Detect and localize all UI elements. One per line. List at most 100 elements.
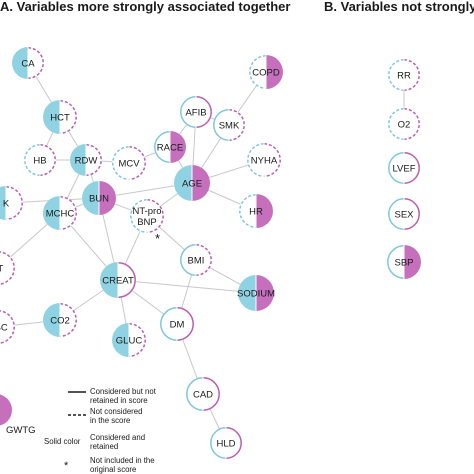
node-sodium-left-fill <box>238 275 256 311</box>
node-lvef-right-ring <box>403 152 420 184</box>
node-mcv-right-ring <box>128 146 146 180</box>
node-hld-label: HLD <box>216 439 235 450</box>
node-layer: CA HCT HB RDW MCV RACE AFIB SMK COPD NYHA AGE K MCHC… <box>0 47 421 459</box>
node-nyha: NYHA <box>247 143 281 177</box>
node-o2: O2 <box>388 108 420 140</box>
node-rr-left-ring <box>388 59 405 91</box>
node-hb: HB <box>24 144 56 176</box>
node-age-label: AGE <box>182 179 202 190</box>
node-bun-right-fill <box>99 181 116 215</box>
node-hr-label: HR <box>249 207 263 218</box>
node-rdw-label: RDW <box>75 156 98 167</box>
node-rdw-left-fill <box>70 144 86 176</box>
node-age-right-fill <box>192 165 210 201</box>
panel-b-title: B. Variables not strongly asso <box>324 0 474 14</box>
node-hr-left-ring <box>239 194 257 228</box>
node-wbc: VBC <box>0 310 15 344</box>
node-gluc-label: GLUC <box>116 336 143 347</box>
node-cad: CAD <box>186 377 220 411</box>
node-copd-left-ring <box>249 55 267 89</box>
node-hct-label: HCT <box>50 113 70 124</box>
node-lvef-left-ring <box>388 152 405 184</box>
node-plt: LT <box>0 251 15 285</box>
node-hct-right-ring <box>59 100 77 134</box>
node-mchc-right-ring <box>59 196 77 230</box>
node-race: RACE <box>154 131 186 163</box>
node-dm-label: DM <box>170 320 185 331</box>
node-mchc-left-fill <box>43 196 60 230</box>
legend-solid-line-label: Considered but not retained in score <box>90 387 157 405</box>
legend-asterisk: * <box>64 460 69 472</box>
node-bmi-label: BMI <box>188 256 205 267</box>
node-sodium: SODIUM <box>237 275 275 311</box>
node-sex: SEX <box>388 198 420 230</box>
node-co2-left-fill <box>43 303 60 337</box>
node-age-left-fill <box>174 165 192 201</box>
node-hb-right-ring <box>39 144 56 176</box>
node-sbp-right-fill <box>404 245 421 279</box>
node-dm: DM <box>160 307 194 341</box>
node-race-label: RACE <box>157 143 183 154</box>
node-co2: CO2 <box>43 303 77 337</box>
node-sbp: SBP <box>387 245 421 279</box>
node-ca-left-fill <box>12 47 28 79</box>
node-nyha-label: NYHA <box>251 156 278 167</box>
node-afib-right-ring <box>195 96 212 128</box>
node-co2-right-ring <box>59 303 77 337</box>
node-afib: AFIB <box>180 96 212 128</box>
node-sbp-label: SBP <box>394 258 413 269</box>
node-ntprobnp: NT-pro BNP <box>130 199 164 233</box>
node-bun-label: BUN <box>89 194 109 205</box>
node-rr-label: RR <box>397 71 411 82</box>
node-co2-label: CO2 <box>50 316 70 327</box>
node-bmi-right-ring <box>195 244 212 276</box>
node-dm-right-ring <box>176 307 194 341</box>
node-gwtg-label: GWTG <box>6 425 36 436</box>
node-hld-left-ring <box>210 427 227 459</box>
node-gwtg-right-fill <box>0 394 12 426</box>
node-creat-left-fill <box>100 262 118 298</box>
node-mcv-label: MCV <box>118 159 140 170</box>
node-smk-label: SMK <box>219 121 240 132</box>
node-ntprobnp-label: NT-pro BNP <box>132 206 161 228</box>
node-ntprobnp-left-ring <box>130 199 148 233</box>
node-mchc-label: MCHC <box>46 209 75 220</box>
node-afib-left-ring <box>180 96 197 128</box>
node-k-label: K <box>3 199 10 210</box>
node-bmi: BMI <box>180 244 212 276</box>
node-sbp-left-ring <box>387 245 405 279</box>
legend: Considered but not retained in score Not … <box>44 387 157 474</box>
node-o2-left-ring <box>388 108 405 140</box>
node-cad-right-ring <box>202 377 220 411</box>
node-rdw: RDW <box>70 144 102 176</box>
node-rdw-right-ring <box>85 144 102 176</box>
node-hr-right-fill <box>256 194 273 228</box>
node-hct-left-fill <box>43 100 60 134</box>
node-bun-left-fill <box>82 181 99 215</box>
node-gwtg: GWTG <box>0 394 36 436</box>
legend-asterisk-label: Not included in the original score <box>90 456 155 474</box>
node-bmi-left-ring <box>180 244 197 276</box>
node-hld: HLD <box>210 427 242 459</box>
node-sodium-right-fill <box>256 275 274 311</box>
node-k-right-ring <box>5 186 23 220</box>
node-bun: BUN <box>82 181 116 215</box>
node-nyha-left-ring <box>247 143 265 177</box>
node-age: AGE <box>174 165 210 201</box>
node-plt-label: LT <box>0 264 3 275</box>
node-creat-right-ring <box>117 262 136 298</box>
node-smk-right-ring <box>228 109 245 141</box>
node-sex-label: SEX <box>394 210 414 221</box>
node-plt-right-ring <box>0 251 15 285</box>
node-hb-left-ring <box>24 144 41 176</box>
node-wbc-right-ring <box>0 310 15 344</box>
node-lvef: LVEF <box>388 152 420 184</box>
node-copd: COPD <box>249 55 283 89</box>
node-copd-right-fill <box>266 55 283 89</box>
node-afib-label: AFIB <box>185 108 206 119</box>
node-smk-left-ring <box>213 109 230 141</box>
node-gluc: GLUC <box>112 323 146 357</box>
node-hld-right-ring <box>225 427 242 459</box>
node-rr: RR <box>388 59 420 91</box>
